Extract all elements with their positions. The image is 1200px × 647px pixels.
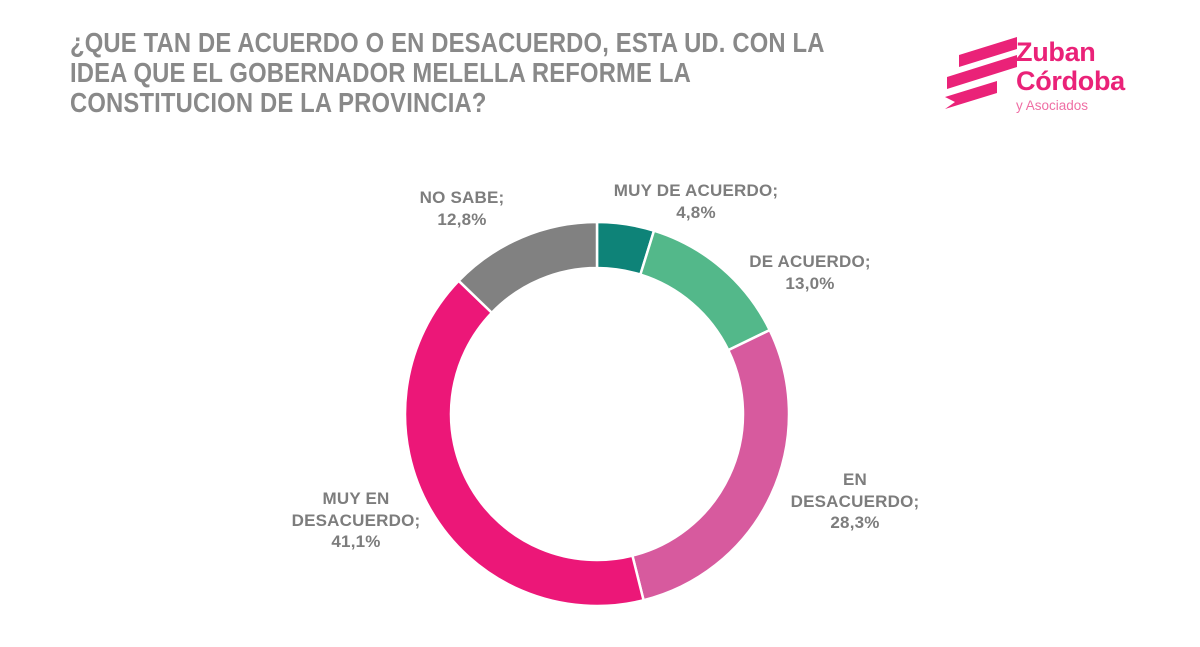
logo-subtitle: y Asociados — [1016, 98, 1089, 113]
title-line-2: IDEA QUE EL GOBERNADOR MELELLA REFORME L… — [70, 57, 691, 88]
logo-text: Zuban Córdoba y Asociados — [1016, 38, 1125, 114]
segment-label-line: DE ACUERDO; — [749, 252, 871, 271]
logo-stripe-middle — [947, 55, 1017, 89]
segment-label-line: 28,3% — [830, 513, 880, 532]
logo-stripe-top — [959, 37, 1017, 67]
segment-label-line: MUY EN — [322, 489, 390, 508]
logo-word-zuban: Zuban — [1016, 37, 1096, 67]
donut-segment-no-sabe — [457, 220, 599, 314]
segment-label-line: DESACUERDO; — [291, 510, 421, 530]
segment-label-line: 13,0% — [785, 273, 835, 293]
segment-label-line: 4,8% — [676, 202, 716, 222]
segment-label-line: MUY DE ACUERDO; — [613, 181, 779, 200]
segment-label-muy-en-desacuerdo: MUY EN DESACUERDO; 41,1% — [292, 488, 421, 553]
title-line-1: ¿QUE TAN DE ACUERDO O EN DESACUERDO, EST… — [70, 27, 825, 58]
title-line-3: CONSTITUCION DE LA PROVINCIA? — [70, 87, 487, 118]
segment-label-muy-de-acuerdo: MUY DE ACUERDO; 4,8% — [614, 180, 779, 223]
donut-segment-muy-en-desacuerdo — [403, 279, 645, 608]
logo-stripes-icon — [945, 37, 1017, 109]
segment-label-line: NO SABE; — [419, 188, 505, 207]
segment-label-line: EN — [842, 470, 868, 489]
logo-stripe-bottom — [945, 81, 997, 109]
page-title: ¿QUE TAN DE ACUERDO O EN DESACUERDO, EST… — [70, 28, 825, 118]
donut-segment-en-desacuerdo — [631, 328, 791, 602]
logo-word-cordoba: Córdoba — [1016, 66, 1125, 96]
segment-label-line: 12,8% — [437, 209, 487, 229]
segment-label-no-sabe: NO SABE; 12,8% — [420, 187, 505, 230]
segment-label-line: 41,1% — [331, 532, 381, 551]
segment-label-en-desacuerdo: EN DESACUERDO; 28,3% — [791, 469, 920, 534]
segment-label-de-acuerdo: DE ACUERDO; 13,0% — [749, 251, 871, 294]
segment-label-line: DESACUERDO; — [790, 491, 920, 511]
